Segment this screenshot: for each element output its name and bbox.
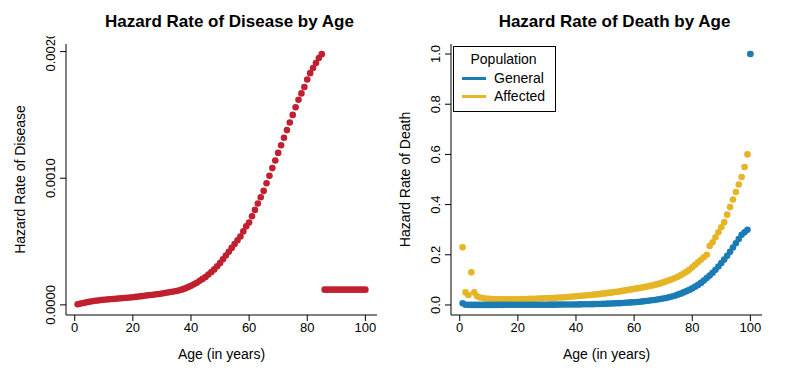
svg-text:80: 80 — [685, 320, 699, 335]
svg-text:100: 100 — [740, 320, 762, 335]
svg-text:0.0: 0.0 — [428, 296, 443, 314]
svg-text:0.2: 0.2 — [428, 246, 443, 264]
svg-text:20: 20 — [511, 320, 525, 335]
svg-text:40: 40 — [569, 320, 583, 335]
svg-text:0: 0 — [71, 320, 78, 335]
svg-text:Hazard Rate of Death: Hazard Rate of Death — [397, 112, 413, 247]
svg-text:40: 40 — [184, 320, 198, 335]
svg-text:Age (in years): Age (in years) — [563, 346, 650, 362]
html-text:Affected: Affected — [494, 88, 546, 104]
svg-text:0.4: 0.4 — [428, 196, 443, 214]
svg-text:0.0000: 0.0000 — [43, 285, 58, 325]
svg-text:20: 20 — [126, 320, 140, 335]
svg-text:0.0010: 0.0010 — [43, 158, 58, 198]
svg-text:60: 60 — [242, 320, 256, 335]
svg-text:Age (in years): Age (in years) — [178, 346, 265, 362]
svg-text:0.8: 0.8 — [428, 95, 443, 113]
svg-text:Hazard Rate of Disease: Hazard Rate of Disease — [12, 105, 28, 254]
svg-text:60: 60 — [627, 320, 641, 335]
html-text:Population: Population — [470, 51, 537, 67]
svg-text:80: 80 — [300, 320, 314, 335]
html-text:Hazard Rate of Disease by Age: Hazard Rate of Disease by Age — [105, 12, 354, 31]
svg-text:0.0020: 0.0020 — [43, 36, 58, 71]
svg-text:1.0: 1.0 — [428, 45, 443, 63]
svg-text:0.6: 0.6 — [428, 145, 443, 163]
svg-text:0: 0 — [456, 320, 463, 335]
html-text:General: General — [494, 70, 544, 86]
svg-text:100: 100 — [355, 320, 377, 335]
html-text:Hazard Rate of Death by Age: Hazard Rate of Death by Age — [498, 12, 731, 31]
